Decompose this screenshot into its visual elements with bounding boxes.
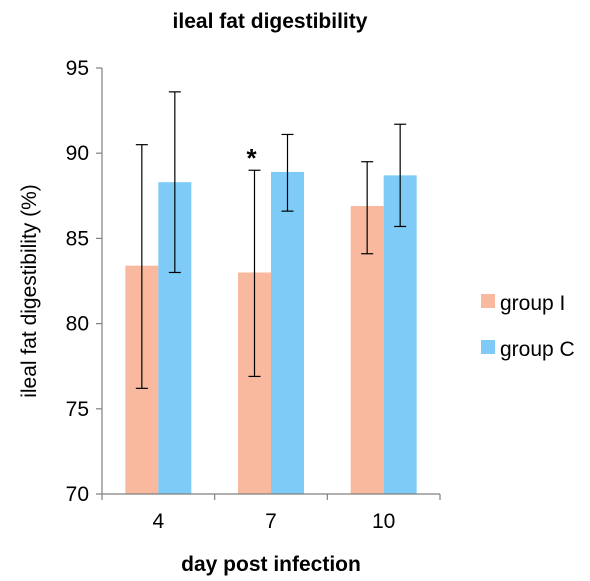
significance-marker: *	[246, 143, 257, 173]
y-tick-label: 80	[66, 313, 89, 336]
x-tick-label: 10	[372, 510, 395, 533]
legend: group I group C	[481, 292, 575, 361]
x-axis-label: day post infection	[181, 553, 361, 576]
y-axis-label: ileal fat digestibility (%)	[18, 184, 41, 398]
x-tick-label: 7	[265, 510, 277, 533]
y-tick-label: 85	[66, 227, 89, 250]
chart-title: ileal fat digestibility	[173, 10, 368, 33]
y-tick-label: 90	[66, 142, 89, 165]
legend-swatch	[481, 294, 495, 308]
y-tick-label: 95	[66, 57, 89, 80]
bar	[271, 171, 304, 494]
y-tick-label: 70	[66, 483, 89, 506]
plot-area: *	[125, 91, 417, 495]
x-axis-ticks: 4 7 10	[101, 494, 441, 533]
legend-label: group C	[500, 338, 575, 361]
y-tick-label: 75	[66, 398, 89, 421]
bar	[383, 175, 417, 495]
x-tick-label: 4	[152, 510, 164, 533]
legend-label: group I	[500, 292, 565, 315]
legend-swatch	[481, 340, 495, 354]
y-axis-ticks: 70 75 80 85 90 95	[66, 57, 102, 506]
